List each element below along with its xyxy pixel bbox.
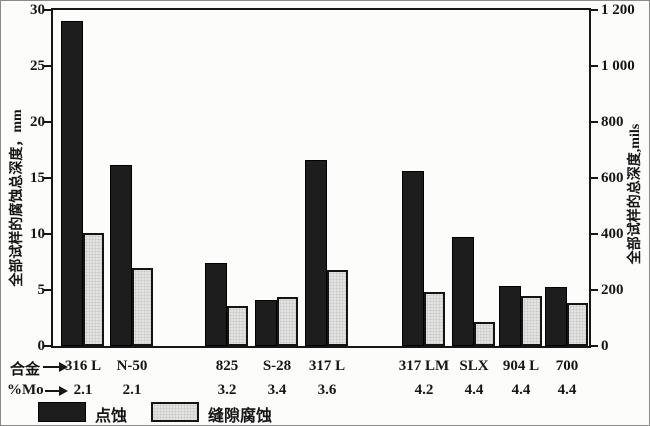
bar-crevice-N-50 [132,267,153,346]
bar-pitting-316L [61,21,83,346]
bar-pitting-904L [499,285,521,346]
bar-crevice-700 [567,303,588,346]
right-axis-tick-label: 200 [601,282,624,298]
legend-pitting-swatch [38,402,86,422]
right-axis-tick-label: 0 [601,338,609,354]
alloy-label-700: 700 [555,358,579,374]
mo-value-825: 3.2 [217,382,237,398]
left-axis-tick [44,9,51,11]
left-axis-title: 全部试样的腐蚀总深度，mm [10,109,25,287]
left-axis-tick-label: 0 [37,338,46,354]
alloy-label-317LM: 317 LM [398,358,450,374]
left-axis-tick [44,65,51,67]
mo-row-label: %Mo [7,382,44,398]
bar-crevice-S-28 [277,296,298,346]
bar-pitting-825 [205,263,227,346]
bar-crevice-317LM [424,292,445,346]
left-axis-tick-label: 25 [30,58,45,74]
alloy-label-317L: 317 L [308,358,346,374]
bar-crevice-825 [227,305,248,346]
bar-pitting-N-50 [110,164,132,346]
right-axis-tick [591,121,598,123]
arrow-right-icon [45,386,68,396]
right-axis-tick [591,345,598,347]
mo-value-SLX: 4.4 [464,382,484,398]
right-axis-tick [591,9,598,11]
alloy-label-825: 825 [215,358,239,374]
mo-value-316L: 2.1 [73,382,93,398]
left-axis-tick [44,177,51,179]
left-axis-tick [44,289,51,291]
bar-pitting-317L [305,160,327,346]
left-axis-tick-label: 30 [30,2,45,18]
right-axis-tick [591,233,598,235]
bar-crevice-904L [521,295,542,346]
bar-crevice-317L [327,269,348,346]
alloy-label-N-50: N-50 [116,358,148,374]
mo-value-N-50: 2.1 [122,382,142,398]
right-axis-tick-label: 600 [601,170,624,186]
mo-value-904L: 4.4 [511,382,531,398]
left-axis-tick-label: 15 [30,170,45,186]
alloy-label-904L: 904 L [502,358,540,374]
mo-value-317LM: 4.2 [414,382,434,398]
bar-crevice-SLX [474,322,495,346]
left-axis-tick-label: 20 [30,114,45,130]
mo-value-700: 4.4 [557,382,577,398]
bar-crevice-316L [83,232,104,346]
right-axis-tick-label: 800 [601,114,624,130]
right-axis-tick [591,289,598,291]
alloy-label-S-28: S-28 [262,358,292,374]
right-axis-tick-label: 1 000 [601,58,635,74]
right-axis-tick-label: 400 [601,226,624,242]
right-axis-tick-label: 1 200 [601,2,635,18]
legend-pitting-label: 点蚀 [95,408,128,425]
left-axis-tick [44,233,51,235]
alloy-row-label: 合金 [10,362,41,378]
left-axis-tick-label: 10 [30,226,45,242]
bar-pitting-317LM [402,171,424,346]
left-axis-tick [44,345,51,347]
arrow-right-icon [43,362,68,372]
legend-crevice-swatch [151,402,199,422]
legend-crevice-label: 缝隙腐蚀 [208,408,273,425]
alloy-label-SLX: SLX [459,358,489,374]
right-axis-tick [591,177,598,179]
plot-area [51,8,591,348]
alloy-label-316L: 316 L [64,358,102,374]
right-axis-title: 全部试样的总深度,mils [628,123,643,265]
left-axis-tick [44,121,51,123]
right-axis-tick [591,65,598,67]
bar-pitting-SLX [452,237,474,346]
mo-value-S-28: 3.4 [267,382,287,398]
bar-pitting-S-28 [255,300,277,346]
mo-value-317L: 3.6 [317,382,337,398]
left-axis-tick-label: 5 [37,282,46,298]
bar-pitting-700 [545,286,567,346]
